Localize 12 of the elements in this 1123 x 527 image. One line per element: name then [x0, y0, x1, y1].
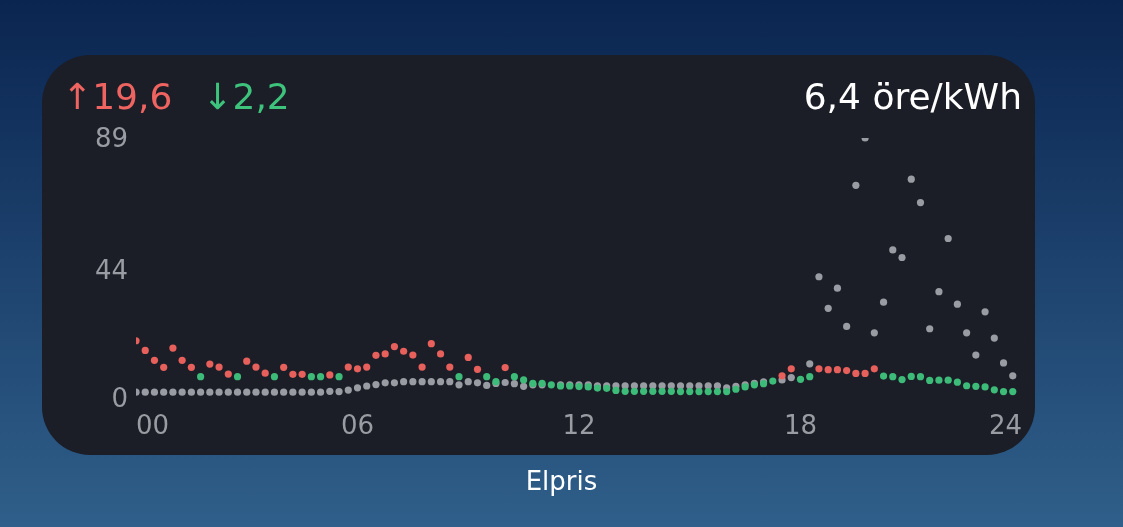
- x-tick-label: 18: [783, 410, 818, 440]
- x-tick-label: 00: [136, 410, 170, 440]
- y-tick-label: 89: [94, 123, 128, 154]
- y-tick-label: 44: [94, 254, 128, 285]
- text: 6,4 öre/kWh: [803, 75, 1022, 119]
- x-tick-label: 06: [340, 410, 375, 440]
- text: Elpris: [524, 466, 599, 496]
- text: ↓2,2: [202, 75, 290, 119]
- text: ↑19,6: [62, 75, 173, 119]
- x-tick-label: 12: [562, 410, 596, 440]
- x-tick-label: 24: [988, 410, 1022, 440]
- y-tick-label: 0: [111, 383, 128, 414]
